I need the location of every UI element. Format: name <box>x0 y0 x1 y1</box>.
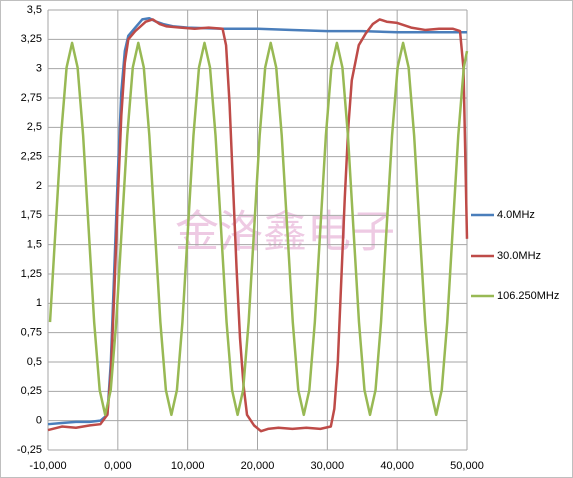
y-tick-label: 3 <box>36 63 42 75</box>
y-tick-label: 0,75 <box>21 327 42 339</box>
y-tick-label: 2 <box>36 180 42 192</box>
x-tick-label: 0,000 <box>104 460 132 472</box>
y-tick-label: 3,25 <box>21 33 42 45</box>
watermark: 金洛鑫电子 <box>175 207 395 258</box>
y-tick-label: 2,5 <box>27 121 42 133</box>
y-tick-label: 1,25 <box>21 268 42 280</box>
legend-label: 4.0MHz <box>497 209 535 221</box>
series-line <box>47 18 469 433</box>
x-tick-label: 20,000 <box>241 460 275 472</box>
series-line <box>48 41 469 417</box>
y-tick-label: -0,25 <box>17 444 42 456</box>
y-tick-label: 2,75 <box>21 92 42 104</box>
x-tick-label: 50,000 <box>450 460 484 472</box>
y-tick-label: 1,75 <box>21 209 42 221</box>
y-tick-label: 1,5 <box>27 239 42 251</box>
y-tick-label: 0,5 <box>27 356 42 368</box>
x-tick-label: 40,000 <box>380 460 414 472</box>
x-tick-label: -10,000 <box>29 460 66 472</box>
y-tick-label: 0 <box>36 415 42 427</box>
series-line <box>47 16 467 426</box>
y-tick-label: 0,25 <box>21 385 42 397</box>
x-tick-label: 30,000 <box>311 460 345 472</box>
y-tick-label: 2,25 <box>21 151 42 163</box>
legend-label: 106.250MHz <box>497 290 559 302</box>
y-tick-label: 3,5 <box>27 4 42 16</box>
y-tick-label: 1 <box>36 297 42 309</box>
x-tick-label: 10,000 <box>171 460 205 472</box>
legend-label: 30.0MHz <box>497 250 541 262</box>
